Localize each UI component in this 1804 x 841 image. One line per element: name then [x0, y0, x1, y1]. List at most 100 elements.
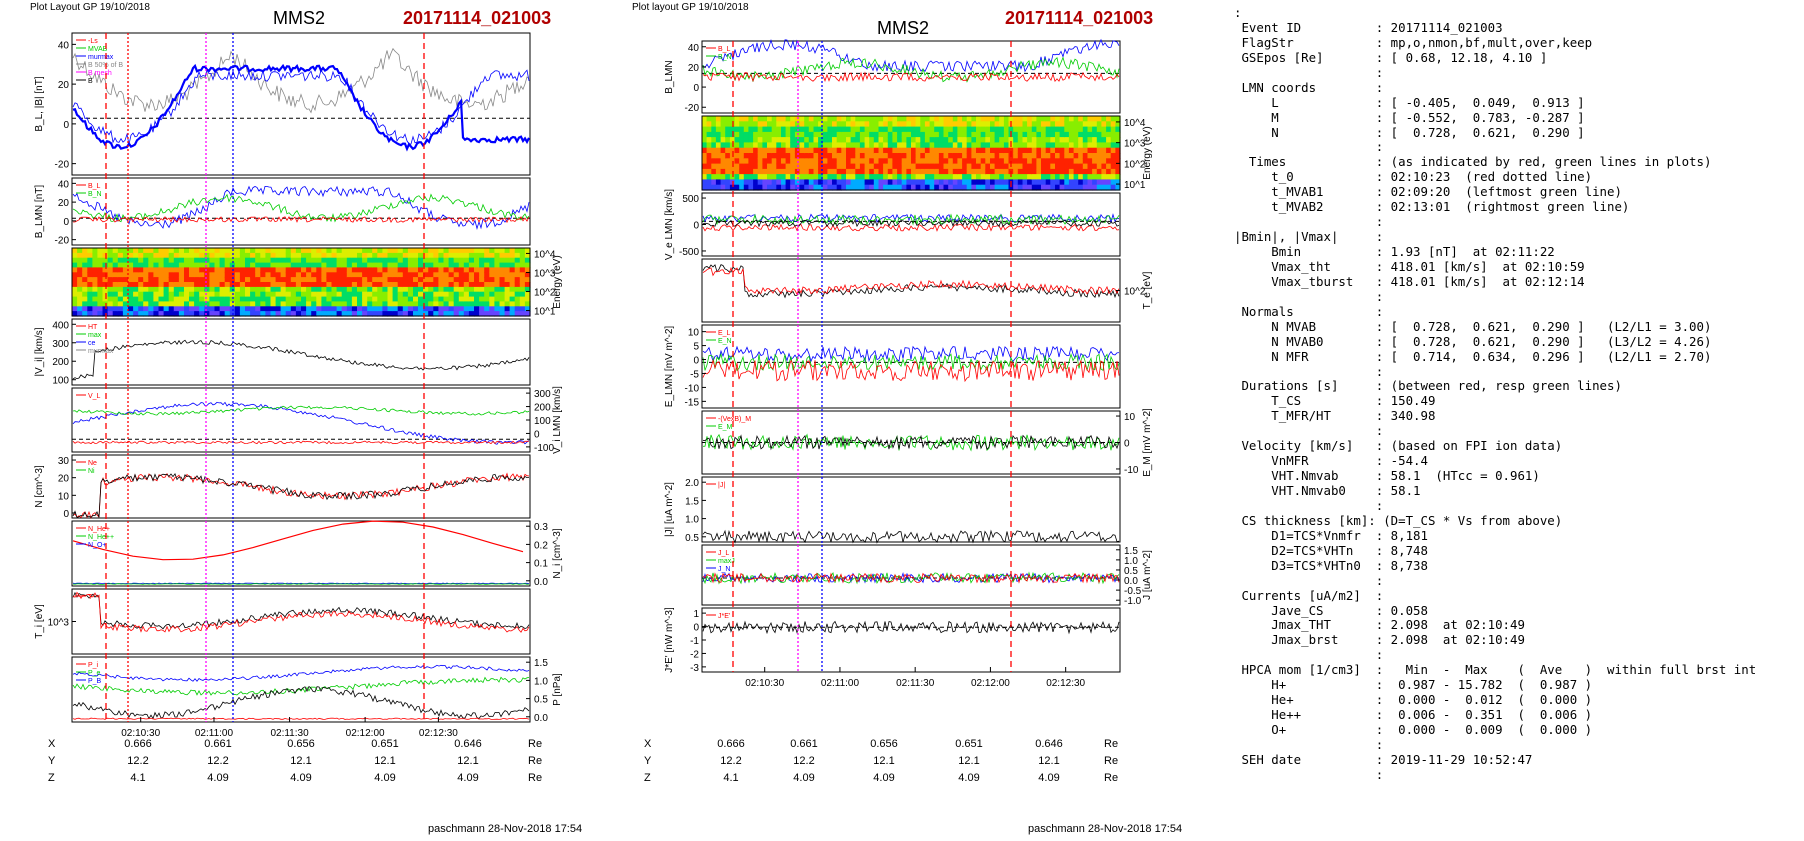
spectrogram-cell	[1045, 179, 1051, 186]
spectrogram-cell	[402, 301, 409, 307]
spectrogram-cell	[474, 306, 480, 312]
spectrogram-cell	[255, 272, 261, 278]
spectrogram-cell	[971, 174, 977, 180]
spectrogram-cell	[514, 301, 521, 307]
spectrogram-cell	[250, 296, 256, 303]
spectrogram-cell	[97, 248, 104, 254]
spectrogram-cell	[813, 174, 819, 180]
spectrogram-cell	[743, 147, 749, 154]
spectrogram-cell	[799, 168, 805, 175]
spectrogram-cell	[1055, 153, 1061, 159]
spectrogram-cell	[906, 131, 912, 138]
spectrogram-cell	[234, 291, 241, 298]
spectrogram-cell	[133, 306, 139, 312]
spectrogram-cell	[184, 311, 190, 317]
spectrogram-cell	[822, 142, 828, 149]
spectrogram-cell	[869, 158, 875, 165]
info-line: :	[1234, 363, 1384, 379]
spectrogram-cell	[855, 142, 861, 149]
spectrogram-cell	[1110, 153, 1116, 159]
spectrogram-cell	[1092, 137, 1098, 143]
legend-entry: P_i	[88, 662, 99, 669]
spectrogram-cell	[468, 296, 475, 303]
spectrogram-cell	[484, 296, 490, 303]
spectrogram-cell	[757, 126, 763, 133]
spectrogram-cell	[938, 184, 945, 191]
spectrogram-cell	[739, 126, 745, 133]
data-series-bl-blue	[72, 63, 530, 152]
spectrogram-cell	[148, 311, 154, 317]
spectrogram-cell	[433, 277, 439, 283]
spectrogram-cell	[178, 248, 185, 254]
spectrogram-cell	[966, 153, 972, 159]
spectrogram-cell	[316, 282, 322, 288]
spectrogram-cell	[204, 272, 210, 278]
spectrogram-cell	[1031, 142, 1037, 149]
spectrogram-cell	[199, 282, 205, 288]
spectrogram-cell	[224, 306, 231, 312]
spectrogram-cell	[924, 142, 931, 149]
spectrogram-cell	[372, 282, 378, 288]
spectrogram-cell	[163, 296, 170, 303]
spectrogram-cell	[1082, 131, 1088, 138]
spectrogram-cell	[326, 296, 333, 303]
spectrogram-cell	[189, 277, 195, 283]
spectrogram-cell	[938, 158, 945, 165]
spectrogram-cell	[836, 179, 842, 186]
info-line: t_0 : 02:10:23 (red dotted line)	[1234, 169, 1593, 185]
spectrogram-cell	[519, 306, 526, 312]
spectrogram-cell	[87, 267, 93, 273]
y-tick-label: 10^2	[534, 288, 556, 299]
y-tick-label: 0.5	[685, 533, 699, 544]
info-line: |Bmin|, |Vmax| :	[1234, 229, 1384, 245]
spectrogram-cell	[270, 248, 277, 254]
spectrogram-cell	[859, 126, 866, 133]
spectrogram-cell	[392, 248, 399, 254]
spectrogram-cell	[504, 301, 511, 307]
spectrogram-cell	[219, 291, 226, 298]
spectrogram-cell	[290, 286, 297, 293]
spectrogram-cell	[1027, 137, 1033, 143]
spectrogram-cell	[776, 126, 782, 133]
x-tick-label: 02:11:00	[195, 728, 234, 739]
spectrogram-cell	[1087, 116, 1093, 122]
spectrogram-cell	[855, 137, 861, 143]
spectrogram-cell	[804, 168, 810, 175]
spectrogram-cell	[966, 142, 972, 149]
spectrogram-cell	[785, 131, 791, 138]
spectrogram-cell	[295, 291, 302, 298]
spectrogram-cell	[92, 311, 99, 317]
spectrogram-cell	[479, 262, 485, 269]
spectrogram-cell	[153, 306, 160, 312]
spectrogram-cell	[285, 301, 292, 307]
spectrogram-cell	[850, 179, 856, 186]
spectrogram-cell	[204, 252, 210, 259]
spectrogram-cell	[250, 248, 256, 254]
spectrogram-cell	[306, 257, 312, 264]
spectrogram-cell	[804, 184, 810, 191]
spectrogram-cell	[859, 174, 866, 180]
spectrogram-cell	[387, 286, 394, 293]
y-tick-label: -100	[534, 443, 554, 454]
spectrogram-cell	[1055, 137, 1061, 143]
info-line: L : [ -0.405, 0.049, 0.913 ]	[1234, 94, 1585, 110]
spectrogram-cell	[362, 286, 368, 293]
spectrogram-cell	[117, 286, 124, 293]
spectrogram-cell	[1082, 142, 1088, 149]
spectrogram-cell	[813, 158, 819, 165]
spectrogram-cell	[214, 267, 221, 273]
data-series-bn	[73, 216, 530, 224]
spectrogram-cell	[832, 147, 838, 154]
spectrogram-cell	[117, 257, 124, 264]
spectrogram-cell	[720, 147, 726, 154]
spectrogram-cell	[306, 311, 312, 317]
spectrogram-cell	[1041, 116, 1047, 122]
spectrogram-cell	[855, 153, 861, 159]
spectrogram-cell	[229, 296, 236, 303]
spectrogram-cell	[239, 296, 246, 303]
spectrogram-cell	[82, 277, 88, 283]
info-line: LMN coords :	[1234, 79, 1384, 95]
spectrogram-cell	[794, 168, 801, 175]
spectrogram-cell	[509, 277, 516, 283]
spectrogram-cell	[957, 116, 963, 122]
